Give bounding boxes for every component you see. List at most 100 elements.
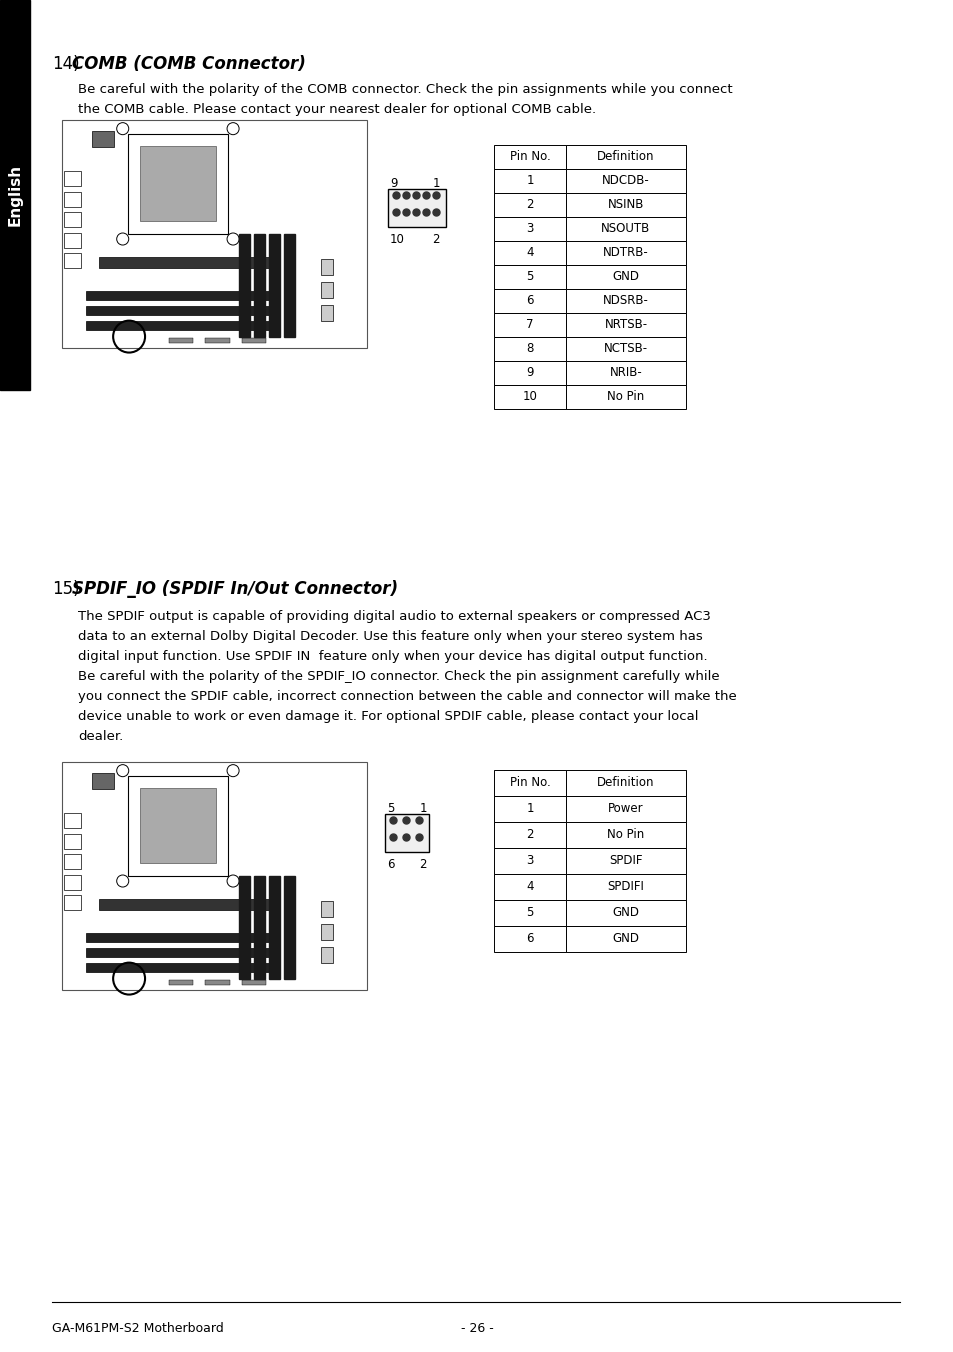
Bar — [64, 834, 81, 849]
Text: NCTSB-: NCTSB- — [603, 342, 647, 356]
Bar — [205, 980, 230, 986]
Bar — [494, 873, 565, 900]
Circle shape — [402, 192, 410, 199]
Circle shape — [416, 817, 422, 823]
Text: 5: 5 — [526, 906, 533, 919]
Text: NRIB-: NRIB- — [609, 366, 641, 380]
Text: The SPDIF output is capable of providing digital audio to external speakers or c: The SPDIF output is capable of providing… — [78, 610, 710, 623]
Bar — [565, 218, 685, 241]
Bar — [128, 134, 228, 234]
Circle shape — [402, 834, 410, 841]
Bar — [565, 145, 685, 169]
Text: dealer.: dealer. — [78, 730, 123, 744]
Text: 6: 6 — [526, 295, 533, 307]
Text: SPDIF: SPDIF — [609, 854, 642, 868]
Bar — [494, 241, 565, 265]
Text: data to an external Dolby Digital Decoder. Use this feature only when your stere: data to an external Dolby Digital Decode… — [78, 630, 702, 644]
Text: GA-M61PM-S2 Motherboard: GA-M61PM-S2 Motherboard — [52, 1322, 224, 1334]
Bar — [64, 253, 81, 268]
Bar — [494, 337, 565, 361]
Text: NRTSB-: NRTSB- — [604, 319, 647, 331]
Bar — [62, 763, 367, 990]
Bar — [238, 876, 250, 979]
Bar — [494, 771, 565, 796]
Text: 2: 2 — [526, 199, 533, 211]
Bar — [242, 338, 266, 343]
Bar — [87, 948, 275, 957]
Bar — [205, 338, 230, 343]
Text: NSOUTB: NSOUTB — [600, 223, 650, 235]
Text: NSINB: NSINB — [607, 199, 643, 211]
Bar — [269, 234, 279, 337]
Bar — [87, 963, 275, 972]
Text: SPDIFI: SPDIFI — [607, 880, 644, 894]
Text: Be careful with the polarity of the COMB connector. Check the pin assignments wh: Be careful with the polarity of the COMB… — [78, 82, 732, 96]
Circle shape — [393, 192, 399, 199]
Bar — [565, 265, 685, 289]
Bar — [494, 265, 565, 289]
Text: 8: 8 — [526, 342, 533, 356]
Text: Definition: Definition — [597, 776, 654, 790]
Bar — [565, 822, 685, 848]
Text: 5: 5 — [526, 270, 533, 284]
Text: Pin No.: Pin No. — [509, 776, 550, 790]
Text: 1: 1 — [526, 174, 533, 188]
Text: 14): 14) — [52, 55, 79, 73]
Bar — [565, 337, 685, 361]
Text: 6: 6 — [526, 933, 533, 945]
Bar — [64, 192, 81, 207]
Text: 1: 1 — [432, 177, 439, 191]
Bar — [494, 385, 565, 410]
Bar — [284, 234, 294, 337]
Text: 9: 9 — [526, 366, 533, 380]
Bar — [62, 120, 367, 347]
Bar — [92, 131, 113, 147]
Bar — [64, 895, 81, 910]
Bar — [494, 145, 565, 169]
Bar — [64, 854, 81, 869]
Text: NDCDB-: NDCDB- — [601, 174, 649, 188]
Text: COMB (COMB Connector): COMB (COMB Connector) — [71, 55, 306, 73]
Circle shape — [416, 834, 422, 841]
Bar — [242, 980, 266, 986]
Text: 6: 6 — [387, 859, 395, 871]
Bar — [565, 900, 685, 926]
Bar — [321, 946, 333, 963]
Bar — [494, 289, 565, 314]
Text: GND: GND — [612, 270, 639, 284]
Text: 3: 3 — [526, 854, 533, 868]
Text: No Pin: No Pin — [607, 829, 644, 841]
Bar — [565, 289, 685, 314]
Text: 15): 15) — [52, 580, 79, 598]
Circle shape — [390, 817, 396, 823]
Text: Definition: Definition — [597, 150, 654, 164]
Text: Pin No.: Pin No. — [509, 150, 550, 164]
Text: 1: 1 — [419, 802, 427, 815]
Text: 5: 5 — [387, 802, 394, 815]
Text: 10: 10 — [522, 391, 537, 403]
Text: 3: 3 — [526, 223, 533, 235]
Bar — [87, 933, 275, 942]
Text: the COMB cable. Please contact your nearest dealer for optional COMB cable.: the COMB cable. Please contact your near… — [78, 103, 596, 116]
Text: GND: GND — [612, 906, 639, 919]
Text: 1: 1 — [526, 803, 533, 815]
Bar — [321, 281, 333, 297]
Bar — [253, 234, 265, 337]
Bar — [98, 899, 269, 910]
Bar — [64, 233, 81, 247]
Text: 2: 2 — [419, 859, 427, 871]
Bar — [494, 900, 565, 926]
Circle shape — [422, 210, 430, 216]
Bar — [494, 796, 565, 822]
Bar — [565, 193, 685, 218]
Text: Be careful with the polarity of the SPDIF_IO connector. Check the pin assignment: Be careful with the polarity of the SPDI… — [78, 671, 719, 683]
Bar — [565, 385, 685, 410]
Text: No Pin: No Pin — [607, 391, 644, 403]
Circle shape — [413, 192, 419, 199]
Text: you connect the SPDIF cable, incorrect connection between the cable and connecto: you connect the SPDIF cable, incorrect c… — [78, 690, 736, 703]
Bar — [321, 900, 333, 917]
Bar — [92, 773, 113, 790]
Bar — [169, 338, 193, 343]
Bar — [565, 796, 685, 822]
Bar — [128, 776, 228, 876]
